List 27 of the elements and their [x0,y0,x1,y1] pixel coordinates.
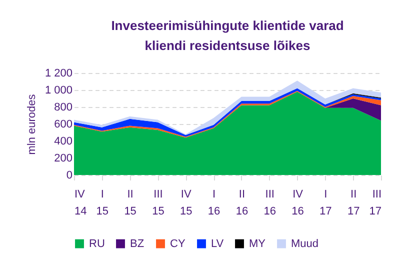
x-tick-label: I 17 [320,188,332,218]
legend-label: LV [211,238,224,250]
legend-label: BZ [130,238,144,250]
legend-label: Muud [291,238,319,250]
x-tick-label: III 15 [152,188,164,218]
chart-title: Investeerimisühingute klientide varad kliendi residentsuse lõikes [111,18,344,53]
x-tick-label: III 17 [369,188,382,218]
legend-label: MY [249,238,266,250]
y-tick-label: 800 [54,102,72,114]
legend-label: RU [89,238,105,250]
x-tick-label: II 16 [236,188,248,218]
x-tick-label: I 16 [208,188,220,218]
y-tick-label: 600 [54,118,72,130]
x-tick-label: II 17 [347,188,360,218]
x-tick-label: III 16 [264,188,276,218]
x-tick-label: II 15 [124,188,136,218]
y-tick-label: 1 200 [44,68,72,80]
x-tick-label: IV 14 [74,188,87,218]
x-tick-label: IV 15 [180,188,192,218]
y-tick-label: 400 [54,136,72,148]
y-axis-title: mln eurodes [26,94,38,155]
legend-label: CY [170,238,186,250]
y-tick-label: 1 000 [44,84,72,96]
y-tick-label: 0 [66,170,72,182]
x-tick-label: IV 16 [292,188,304,218]
y-tick-label: 200 [54,152,72,164]
x-tick-label: I 15 [96,188,109,218]
